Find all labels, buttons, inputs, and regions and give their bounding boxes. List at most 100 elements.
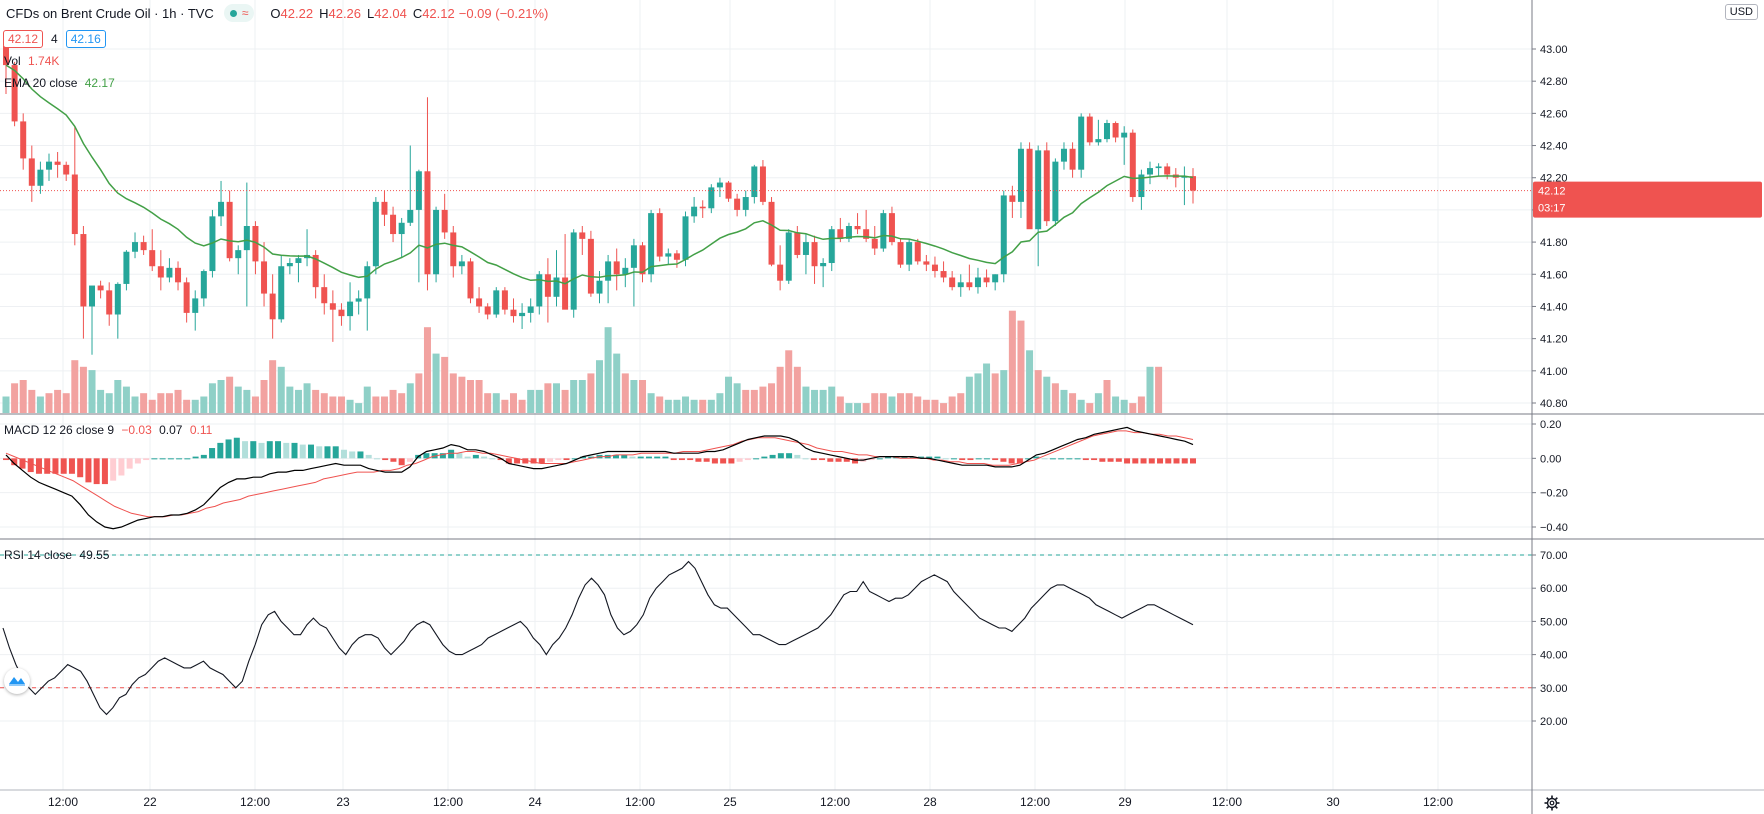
volume-bar bbox=[905, 393, 913, 413]
volume-bar bbox=[621, 373, 629, 413]
candle-body bbox=[329, 303, 336, 310]
macd-histogram-bar bbox=[1033, 456, 1040, 459]
candle-body bbox=[157, 266, 164, 278]
price-y-tick-label: 40.80 bbox=[1540, 398, 1568, 410]
volume-bar bbox=[1129, 403, 1137, 413]
candle-down bbox=[1043, 142, 1050, 226]
macd-histogram-bar bbox=[1041, 458, 1048, 460]
volume-bar bbox=[62, 393, 70, 413]
candle-body bbox=[278, 266, 285, 320]
macd-y-tick-label: 0.00 bbox=[1540, 453, 1561, 465]
macd-histogram-bar bbox=[1148, 458, 1155, 464]
volume-bar bbox=[828, 386, 836, 413]
candle-up bbox=[1078, 113, 1085, 178]
market-open-dot-icon bbox=[229, 9, 237, 17]
candle-up bbox=[295, 254, 302, 283]
candle-body bbox=[295, 258, 302, 264]
candle-up bbox=[1146, 161, 1153, 185]
macd-histogram-bar bbox=[184, 458, 191, 460]
candle-body bbox=[11, 65, 18, 122]
macd-y-tick-label: −0.40 bbox=[1540, 522, 1568, 534]
candle-up bbox=[1138, 169, 1145, 210]
candle-up bbox=[355, 290, 362, 315]
candle-body bbox=[1129, 132, 1136, 198]
close-label: C bbox=[412, 5, 423, 21]
symbol-title[interactable]: CFDs on Brent Crude Oil · 1h · TVC bbox=[6, 5, 214, 21]
candle-body bbox=[871, 238, 878, 249]
volume-bar bbox=[423, 327, 431, 413]
macd-pane bbox=[3, 426, 1196, 530]
candle-down bbox=[106, 282, 113, 326]
volume-bar bbox=[639, 380, 647, 413]
volume-bar bbox=[1060, 389, 1068, 413]
candle-down bbox=[1009, 185, 1016, 218]
rsi-legend[interactable]: RSI 14 close 49.55 bbox=[4, 548, 109, 562]
volume-bar bbox=[36, 396, 44, 413]
candle-body bbox=[510, 309, 517, 317]
candle-body bbox=[742, 197, 749, 210]
candle-body bbox=[46, 161, 53, 170]
candle-up bbox=[1095, 119, 1102, 146]
candle-body bbox=[286, 263, 293, 267]
market-status-pill[interactable]: ≈ bbox=[223, 4, 255, 22]
macd-histogram-bar bbox=[258, 442, 265, 459]
macd-histogram-bar bbox=[711, 458, 718, 464]
candle-down bbox=[381, 190, 388, 226]
candle-body bbox=[407, 209, 414, 223]
macd-legend[interactable]: MACD 12 26 close 9 −0.03 0.07 0.11 bbox=[4, 423, 212, 437]
candle-up bbox=[665, 248, 672, 265]
macd-histogram-bar bbox=[868, 458, 875, 461]
volume-bar bbox=[484, 393, 492, 413]
candle-up bbox=[192, 290, 199, 331]
macd-histogram-bar bbox=[291, 442, 298, 459]
candle-body bbox=[966, 282, 973, 288]
price-y-tick-label: 41.20 bbox=[1540, 334, 1568, 346]
candle-body bbox=[888, 213, 895, 243]
candle-up bbox=[364, 261, 371, 331]
candle-down bbox=[673, 250, 680, 268]
macd-histogram-bar bbox=[275, 441, 282, 459]
candle-down bbox=[390, 206, 397, 243]
ema-legend[interactable]: EMA 20 close 42.17 bbox=[4, 76, 115, 90]
candle-body bbox=[71, 174, 78, 235]
macd-histogram-bar bbox=[1132, 458, 1139, 464]
candle-body bbox=[1103, 123, 1110, 140]
macd-legend-line: 0.07 bbox=[159, 423, 183, 437]
macd-histogram-bar bbox=[588, 456, 595, 459]
candle-body bbox=[699, 206, 706, 209]
volume-legend[interactable]: Vol 1.74K bbox=[4, 54, 59, 68]
volume-bar bbox=[1077, 399, 1085, 413]
sell-price-button[interactable]: 42.12 bbox=[3, 30, 44, 48]
candle-up bbox=[845, 222, 852, 243]
currency-button[interactable]: USD bbox=[1724, 4, 1758, 20]
candle-body bbox=[691, 206, 698, 217]
candle-body bbox=[441, 209, 448, 233]
macd-histogram-bar bbox=[555, 458, 562, 461]
candle-up bbox=[527, 298, 534, 323]
macd-histogram-bar bbox=[926, 456, 933, 459]
macd-signal-line bbox=[5, 430, 1194, 518]
candle-down bbox=[71, 126, 78, 246]
candle-up bbox=[906, 238, 913, 272]
candle-body bbox=[80, 234, 87, 307]
candle-body bbox=[243, 226, 250, 251]
volume-bar bbox=[122, 386, 130, 413]
gear-icon[interactable] bbox=[1544, 795, 1560, 811]
x-tick-label: 12:00 bbox=[625, 795, 655, 809]
macd-histogram-bar bbox=[481, 456, 488, 459]
macd-histogram-bar bbox=[637, 456, 644, 459]
tradingview-logo-icon[interactable] bbox=[4, 668, 30, 694]
volume-bar bbox=[1120, 399, 1128, 413]
candle-up bbox=[880, 209, 887, 252]
candle-body bbox=[450, 232, 457, 267]
buy-price-button[interactable]: 42.16 bbox=[65, 30, 106, 48]
candle-down bbox=[562, 234, 569, 310]
macd-histogram-bar bbox=[250, 441, 257, 459]
candle-body bbox=[768, 201, 775, 265]
candle-body bbox=[1043, 150, 1050, 222]
candle-up bbox=[235, 245, 242, 275]
candle-up bbox=[596, 271, 603, 304]
volume-bar bbox=[570, 380, 578, 413]
